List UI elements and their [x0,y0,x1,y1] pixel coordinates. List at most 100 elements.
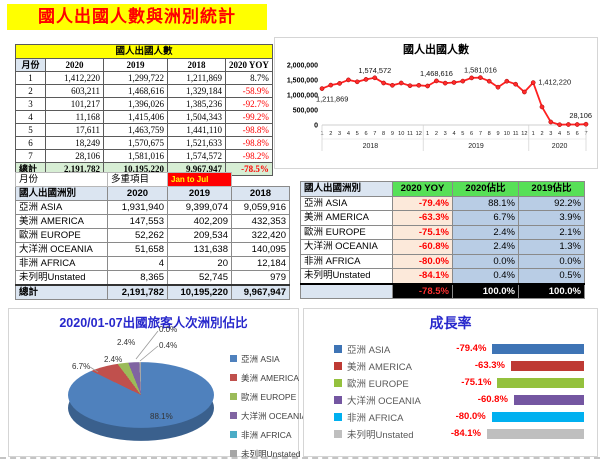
legend-item: 美洲 AMERICA [230,368,307,387]
table-row: 非洲 AFRICA -80.0% 0.0% 0.0% [300,253,585,269]
table-row: 2 603,211 1,468,616 1,329,184 -58.9% [15,84,273,98]
v2020-cell: 18,249 [45,136,104,150]
legend-swatch-icon [334,378,342,387]
v2019-cell: 209,534 [167,228,232,243]
pie-slice-label: 88.1% [150,412,173,421]
v2020-cell: 603,211 [45,84,104,98]
v2020-cell: 8,365 [107,270,168,286]
svg-text:6: 6 [364,131,367,137]
svg-text:8: 8 [488,131,491,137]
bar-row: 亞洲 ASIA -79.4% [334,340,584,357]
svg-text:2: 2 [540,131,543,137]
v2019-cell: 20 [167,256,232,271]
filter-spacer [232,173,290,187]
table-row: 歐洲 EUROPE 52,262 209,534 322,420 [15,228,290,243]
col-header-yoy: 2020 YOY [225,58,273,72]
legend-label: 大洋洲 OCEANIA [241,410,308,421]
bar-track: -60.8% [462,394,584,405]
line-chart-title: 國人出國人數 [403,44,469,56]
bar-track: -75.1% [461,377,584,388]
bar-row: 歐洲 EUROPE -75.1% [334,374,584,391]
continent-header-row: 國人出國洲別 2020 2019 2018 [15,186,290,201]
bar-track: -84.1% [451,428,584,439]
col-header-continent: 國人出國洲別 [15,186,108,201]
svg-text:1,211,869: 1,211,869 [316,95,348,104]
svg-text:8: 8 [382,131,385,137]
bar-track: -79.4% [456,343,584,354]
continent-name: 亞洲 ASIA [15,200,108,215]
v2018-cell: 979 [231,270,290,286]
col-header-share-2019: 2019佔比 [518,181,585,197]
bar [492,343,584,354]
legend-item: 美洲 AMERICA [334,359,462,373]
legend-item: 亞洲 ASIA [334,342,462,356]
v2019-cell: 1,570,675 [103,136,168,150]
svg-text:1,412,220: 1,412,220 [538,78,571,87]
legend-item: 歐洲 EUROPE [334,376,462,390]
legend-item: 非洲 AFRICA [230,425,307,444]
ratio-header-row: 國人出國洲別 2020 YOY 2020佔比 2019佔比 [300,181,585,197]
pie-slice-label: 2.4% [117,338,136,347]
share-2019-cell: 92.2% [518,195,585,211]
legend-swatch-icon [334,412,342,421]
svg-text:4: 4 [452,131,455,137]
continent-name: 美洲 AMERICA [15,214,108,229]
pivot-filter-dropdown[interactable]: 多重項目 [107,172,168,187]
continent-table: 月份 多重項目 Jan to Jul 國人出國洲別 2020 2019 2018… [15,172,290,300]
monthly-table-header-row: 月份 2020 2019 2018 2020 YOY [15,58,273,72]
svg-text:2018: 2018 [363,143,379,150]
v2020-cell: 52,262 [107,228,168,243]
table-row: 7 28,106 1,581,016 1,574,572 -98.2% [15,149,273,163]
legend-label: 歐洲 EUROPE [347,378,409,390]
line-chart-plot: 0500,0001,000,0001,500,0002,000,00012345… [277,55,595,165]
svg-text:9: 9 [391,131,394,137]
v2018-cell: 9,059,916 [231,200,290,215]
legend-item: 未列明Unstated [230,444,307,460]
total-yoy: -78.5% [392,282,453,299]
pie-slice-label: 6.7% [72,362,91,371]
legend-swatch-icon [334,344,342,353]
v2018-cell: 1,211,869 [167,71,226,85]
table-row: 大洋洲 OCEANIA 51,658 131,638 140,095 [15,242,290,257]
bar-value-label: -63.3% [474,359,505,371]
continent-name: 非洲 AFRICA [300,253,393,269]
legend-item: 未列明Unstated [334,427,462,441]
legend-label: 未列明Unstated [347,429,414,441]
month-cell: 1 [15,71,46,85]
svg-text:10: 10 [398,131,404,137]
v2019-cell: 1,463,759 [103,123,168,137]
v2018-cell: 1,441,110 [167,123,226,137]
svg-text:11: 11 [407,131,413,137]
v2020-cell: 51,658 [107,242,168,257]
yoy-cell: -80.0% [392,253,453,269]
bar-track: -80.0% [456,411,584,422]
svg-text:1,468,616: 1,468,616 [420,69,453,78]
bar-value-label: -84.1% [450,427,481,439]
col-header-yoy: 2020 YOY [392,181,453,197]
page-title: 國人出國人數與洲別統計 [7,4,267,30]
total-yoy: -78.5% [225,162,273,176]
svg-text:1: 1 [532,131,535,137]
v2019-cell: 1,468,616 [103,84,168,98]
yoy-cell: -60.8% [392,239,453,255]
month-cell: 2 [15,84,46,98]
monthly-table-title: 國人出國人數 [15,44,273,59]
legend-swatch-icon [230,374,237,381]
ratio-table: 國人出國洲別 2020 YOY 2020佔比 2019佔比 亞洲 ASIA -79… [300,181,585,299]
v2020-cell: 11,168 [45,110,104,124]
pie-chart [68,362,214,428]
bar [491,411,584,422]
svg-text:11: 11 [513,131,519,137]
yoy-cell: -58.9% [225,84,273,98]
continent-name: 非洲 AFRICA [15,256,108,271]
pie-slice-label: 0.4% [159,341,178,350]
svg-text:10: 10 [504,131,510,137]
legend-item: 大洋洲 OCEANIA [334,393,462,407]
legend-swatch-icon [334,395,342,404]
v2018-cell: 1,385,236 [167,97,226,111]
month-cell: 7 [15,149,46,163]
legend-swatch-icon [334,429,342,438]
share-2019-cell: 0.0% [518,253,585,269]
month-cell: 5 [15,123,46,137]
